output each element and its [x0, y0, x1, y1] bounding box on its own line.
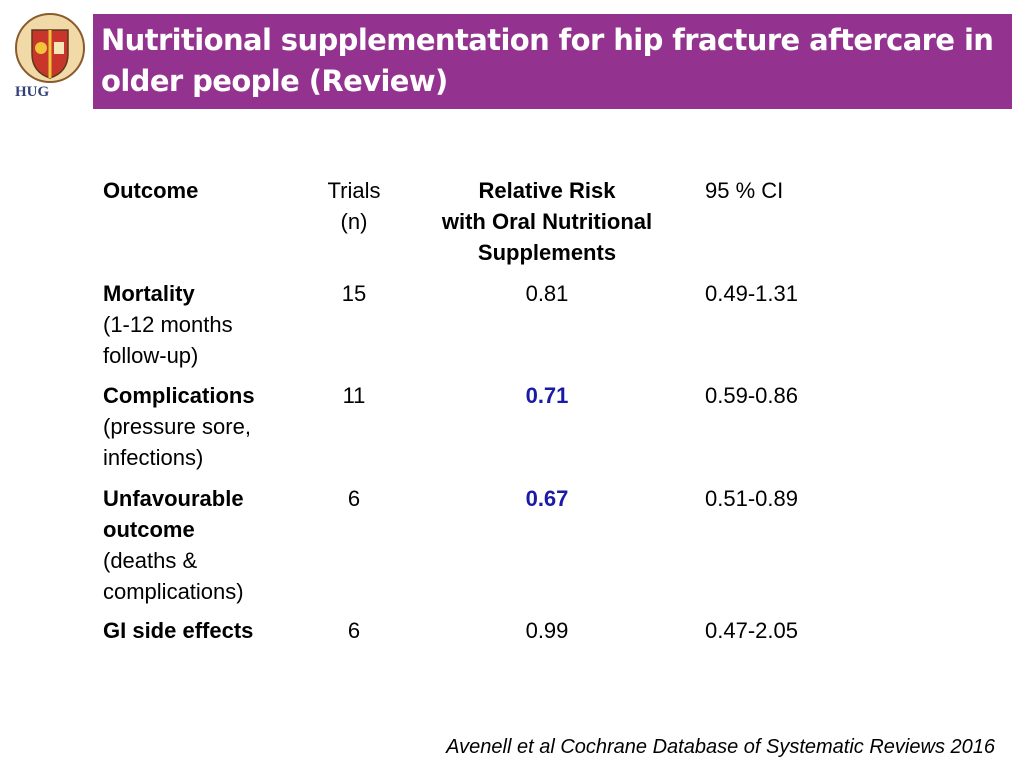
title-bar: Nutritional supplementation for hip frac… — [93, 14, 1012, 109]
logo — [15, 13, 85, 83]
header-line: Outcome — [103, 178, 199, 203]
header-line: 95 % CI — [705, 178, 784, 203]
column-header: Relative Risk with Oral Nutritional Supple… — [412, 175, 682, 268]
header-line: (n) — [340, 209, 368, 234]
header-line: Supplements — [477, 240, 617, 265]
outcome-cell: Unfavourable outcome (deaths & complicati… — [103, 483, 293, 607]
rr-cell: 0.67 — [525, 486, 569, 511]
outcome-name: Mortality — [103, 281, 195, 306]
rr-cell: 0.99 — [525, 618, 569, 643]
rr-cell: 0.81 — [525, 281, 569, 306]
header-line: Trials — [327, 178, 381, 203]
column-header: Trials (n) — [304, 175, 404, 237]
ci-cell: 0.59-0.86 — [705, 383, 798, 408]
outcome-name: Complications — [103, 383, 255, 408]
ci-cell: 0.47-2.05 — [705, 618, 798, 643]
outcome-cell: Mortality (1-12 months follow-up) — [103, 278, 293, 371]
ci-cell: 0.49-1.31 — [705, 281, 798, 306]
trials-cell: 11 — [342, 383, 366, 408]
trials-cell: 6 — [347, 618, 361, 643]
slide-title: Nutritional supplementation for hip frac… — [101, 23, 994, 98]
outcome-cell: Complications (pressure sore, infections) — [103, 380, 293, 473]
citation: Avenell et al Cochrane Database of Syste… — [446, 736, 995, 758]
outcome-detail: (pressure sore, infections) — [103, 414, 251, 470]
trials-cell: 6 — [347, 486, 361, 511]
outcome-detail: (1-12 months follow-up) — [103, 312, 233, 368]
rr-cell: 0.71 — [525, 383, 569, 408]
column-header: Outcome — [103, 175, 293, 206]
trials-cell: 15 — [341, 281, 367, 306]
ci-cell: 0.51-0.89 — [705, 486, 798, 511]
header-line: with Oral Nutritional — [441, 209, 653, 234]
outcome-detail: (deaths & complications) — [103, 548, 244, 604]
outcome-cell: GI side effects — [103, 615, 293, 646]
outcome-name: Unfavourable outcome — [103, 486, 244, 542]
outcome-name: GI side effects — [103, 618, 254, 643]
column-header: 95 % CI — [705, 175, 905, 206]
logo-text: HUG — [15, 84, 50, 100]
header-line: Relative Risk — [478, 178, 616, 203]
